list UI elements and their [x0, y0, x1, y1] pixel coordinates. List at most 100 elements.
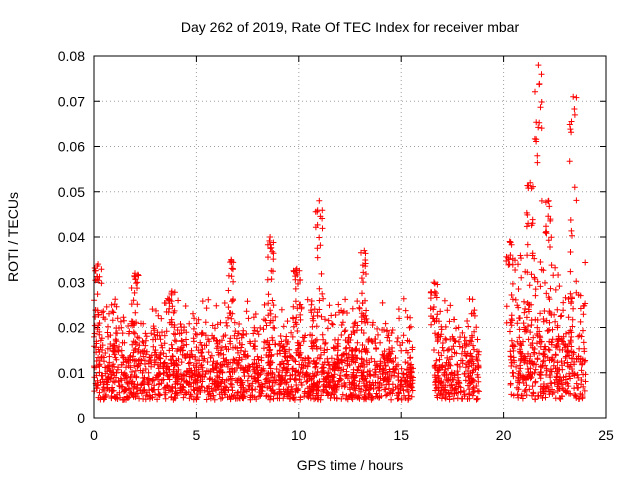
data-point	[547, 374, 554, 381]
data-point	[194, 391, 200, 397]
data-point	[91, 330, 98, 337]
data-point	[178, 376, 185, 383]
data-point	[257, 371, 264, 378]
data-point	[249, 380, 256, 387]
data-point	[442, 335, 449, 342]
x-tick-label: 15	[393, 427, 409, 443]
data-point	[577, 355, 584, 362]
data-point	[430, 315, 437, 322]
data-point	[209, 380, 216, 387]
data-point	[552, 365, 559, 372]
data-point	[186, 395, 193, 402]
data-point	[359, 372, 365, 379]
data-point	[250, 330, 257, 337]
data-point	[534, 278, 541, 285]
data-point	[193, 364, 200, 371]
data-point	[569, 232, 575, 239]
data-point	[455, 371, 461, 378]
data-point	[467, 337, 474, 344]
data-point	[327, 382, 334, 389]
data-point	[116, 343, 122, 350]
data-point	[190, 335, 197, 342]
data-point	[126, 386, 133, 393]
data-point	[509, 369, 516, 376]
data-point	[150, 343, 157, 350]
data-point	[94, 385, 101, 391]
data-point	[194, 331, 200, 338]
data-point	[447, 302, 454, 309]
data-point	[371, 358, 378, 365]
data-point	[306, 375, 313, 382]
data-point	[555, 272, 562, 278]
data-point	[526, 282, 533, 289]
data-point	[366, 336, 373, 342]
data-point	[159, 377, 165, 384]
data-point	[354, 366, 361, 373]
data-point	[360, 330, 367, 336]
data-point	[217, 319, 224, 326]
data-point	[568, 298, 575, 305]
data-point	[537, 259, 544, 265]
data-point	[344, 362, 351, 369]
data-point	[558, 358, 565, 365]
data-point	[272, 313, 279, 320]
data-point	[442, 363, 449, 370]
data-point	[542, 346, 549, 353]
data-point	[559, 366, 566, 373]
data-point	[344, 375, 351, 382]
data-point	[229, 366, 236, 373]
data-point	[198, 383, 205, 390]
data-point	[320, 367, 327, 374]
data-point	[313, 372, 320, 379]
data-point	[455, 324, 462, 331]
data-point	[580, 303, 587, 309]
data-point	[438, 352, 445, 359]
data-point	[456, 380, 463, 387]
data-point	[468, 375, 475, 382]
data-point	[115, 348, 122, 355]
data-point	[309, 345, 316, 352]
data-point	[542, 229, 549, 236]
data-point	[401, 377, 408, 384]
data-point	[151, 386, 158, 393]
data-point	[541, 383, 547, 390]
data-point	[142, 361, 148, 367]
data-point	[261, 368, 267, 374]
data-point	[98, 335, 105, 342]
data-point	[194, 386, 201, 392]
data-point	[558, 377, 565, 384]
data-point	[451, 337, 458, 344]
data-point	[321, 386, 328, 393]
data-point	[352, 374, 358, 381]
data-point	[537, 310, 544, 317]
data-point	[161, 332, 168, 339]
data-point	[281, 379, 288, 386]
data-point	[143, 333, 150, 340]
data-point	[465, 368, 471, 374]
data-point	[323, 383, 330, 390]
data-point	[343, 371, 350, 378]
data-point	[370, 386, 377, 392]
data-point	[432, 387, 439, 394]
data-point	[195, 316, 202, 323]
data-point	[325, 362, 332, 369]
data-point	[520, 320, 527, 327]
data-point	[197, 389, 204, 395]
data-point	[158, 315, 165, 322]
data-point	[98, 354, 105, 361]
data-point	[105, 323, 111, 330]
data-point	[165, 296, 172, 303]
data-point	[155, 391, 162, 398]
data-point	[159, 344, 166, 351]
data-point	[316, 297, 323, 304]
data-point	[102, 316, 108, 323]
data-point	[197, 339, 204, 346]
data-point	[465, 374, 472, 381]
data-point	[509, 261, 516, 268]
data-point	[524, 241, 531, 248]
data-point	[318, 313, 325, 320]
data-point	[324, 346, 331, 353]
data-point	[523, 392, 530, 399]
data-point	[534, 159, 541, 166]
data-point	[183, 341, 190, 348]
